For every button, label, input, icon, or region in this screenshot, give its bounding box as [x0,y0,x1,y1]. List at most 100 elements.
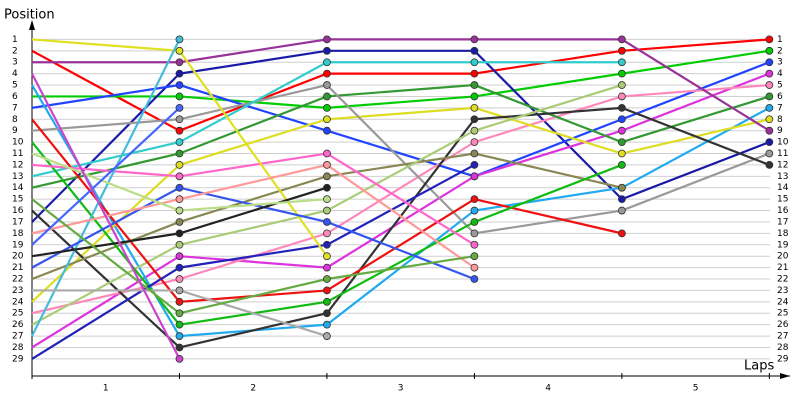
y-tick-label: 7 [12,103,18,113]
position-marker [175,218,184,226]
position-marker [765,46,774,55]
position-marker [617,195,626,204]
position-marker [765,92,774,101]
position-marker [323,58,331,67]
position-marker [470,240,479,249]
position-marker [175,195,184,204]
y-tick-label: 12 [12,160,23,170]
y-tick-label-right: 22 [777,275,788,285]
position-marker [323,115,331,124]
y-tick-label-right: 7 [777,103,783,113]
y-tick-label-right: 5 [777,81,783,91]
position-marker [765,35,774,44]
y-tick-label: 21 [12,263,23,273]
y-axis-arrow [29,20,35,30]
position-marker [617,58,626,67]
position-marker [765,58,774,67]
position-marker [470,103,479,112]
position-marker [765,149,774,158]
y-tick-label: 8 [12,115,18,125]
position-marker [765,115,774,124]
y-tick-label: 2 [12,46,18,56]
y-tick-label-right: 16 [777,206,789,216]
position-marker [175,92,184,101]
position-marker [470,138,479,146]
position-marker [617,161,626,169]
position-marker [175,161,184,169]
position-marker [323,183,331,192]
position-line [31,107,181,246]
y-tick-label: 28 [12,343,24,353]
y-tick-label-right: 25 [777,309,788,319]
position-marker [175,126,184,135]
y-tick-label-right: 13 [777,172,788,182]
position-marker [470,81,479,89]
position-marker [175,309,184,318]
y-tick-label-right: 20 [777,252,789,262]
y-tick-label-right: 14 [777,183,789,193]
position-marker [470,58,479,67]
y-tick-label-right: 15 [777,195,788,205]
y-tick-label-right: 17 [777,217,788,227]
y-axis-label: Position [4,8,55,23]
position-marker [323,275,331,283]
position-marker [175,320,184,329]
position-marker [470,275,479,283]
position-marker [175,354,184,363]
position-marker [175,275,184,283]
position-line [31,163,475,360]
position-marker [323,103,331,112]
y-tick-label-right: 10 [777,138,789,148]
position-marker [470,69,479,78]
position-marker [765,161,774,169]
y-tick-label: 23 [12,286,23,296]
position-marker [323,35,331,44]
y-tick-label-right: 9 [777,126,783,136]
y-tick-label: 15 [12,195,23,205]
y-tick-label: 20 [12,252,24,262]
position-line [31,38,770,132]
position-marker [323,218,331,226]
position-marker [323,252,331,261]
position-marker [323,297,331,306]
position-marker [175,229,184,238]
position-marker [470,161,479,169]
y-tick-label: 5 [12,81,18,91]
position-marker [470,172,479,181]
y-tick-label: 13 [12,172,23,182]
position-marker [175,240,184,249]
position-marker [323,263,331,272]
position-marker [323,46,331,55]
y-tick-label: 18 [12,229,24,239]
position-marker [617,149,626,158]
position-marker [175,332,184,340]
position-marker [617,183,626,192]
x-tick-label: 3 [398,384,404,394]
y-tick-label: 10 [12,138,24,148]
position-marker [323,309,331,318]
x-axis-arrow [780,373,790,379]
position-marker [617,92,626,101]
position-marker [617,206,626,215]
y-tick-label: 26 [12,320,24,330]
position-marker [470,149,479,158]
position-line [32,49,770,109]
y-tick-label-right: 12 [777,160,788,170]
position-marker [617,103,626,112]
y-tick-label-right: 21 [777,263,788,273]
y-tick-label: 1 [12,35,18,45]
y-tick-label: 3 [12,58,18,68]
position-marker [470,263,479,272]
position-marker [765,69,774,78]
position-marker [175,138,184,146]
position-marker [175,183,184,192]
position-marker [175,252,184,261]
position-marker [323,229,331,238]
position-marker [470,229,479,238]
position-marker [470,206,479,215]
position-marker [323,286,331,295]
position-marker [323,206,331,215]
y-tick-label-right: 19 [777,240,789,250]
y-tick-label-right: 6 [777,92,783,102]
position-marker [175,46,184,55]
